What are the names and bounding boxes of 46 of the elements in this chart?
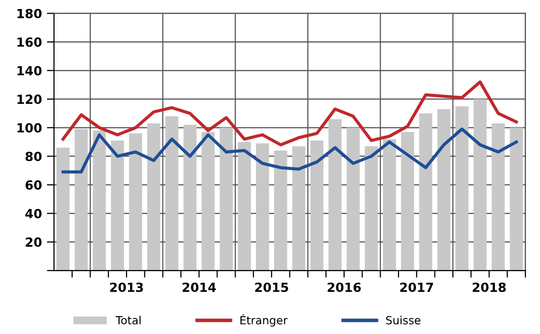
bar xyxy=(256,143,270,271)
bar xyxy=(382,139,396,271)
bar xyxy=(346,128,360,271)
y-tick-label: 120 xyxy=(18,94,42,104)
bar xyxy=(328,119,342,271)
bar xyxy=(220,128,233,271)
bar xyxy=(364,146,378,271)
bar xyxy=(437,109,450,271)
bar xyxy=(183,124,197,271)
bar xyxy=(165,116,178,271)
bar xyxy=(455,106,468,271)
bar xyxy=(110,140,124,271)
bar xyxy=(401,132,414,271)
y-tick-label: 80 xyxy=(26,152,42,162)
bar xyxy=(92,130,106,271)
bar xyxy=(56,148,70,271)
x-tick-label: 2013 xyxy=(110,282,143,292)
bar xyxy=(238,142,251,271)
y-tick-label: 160 xyxy=(18,37,42,47)
x-tick-label: 2016 xyxy=(328,282,361,292)
y-tick-label: 180 xyxy=(18,8,42,18)
bar xyxy=(310,140,324,271)
bar xyxy=(274,150,288,271)
y-tick-label: 20 xyxy=(26,237,42,247)
x-tick-label: 2018 xyxy=(472,282,506,292)
x-tick-label: 2017 xyxy=(400,282,434,292)
bar xyxy=(492,123,505,271)
bar xyxy=(74,129,88,271)
bar xyxy=(474,99,487,271)
y-tick-label: 140 xyxy=(18,66,42,76)
bar xyxy=(129,133,142,271)
x-tick-label: 2014 xyxy=(182,282,216,292)
x-tick-label: 2015 xyxy=(255,282,288,292)
line-series xyxy=(62,128,518,174)
bar xyxy=(419,113,432,271)
y-tick-label: 60 xyxy=(26,180,42,190)
y-tick-label: 100 xyxy=(18,123,42,133)
bar xyxy=(147,123,160,271)
line-series xyxy=(62,80,518,146)
y-tick-label: 40 xyxy=(25,208,42,218)
bar xyxy=(202,132,215,271)
legend-label: Total xyxy=(116,316,141,324)
bar xyxy=(510,128,523,271)
legend-label: Étranger xyxy=(240,314,288,327)
bar xyxy=(292,146,306,271)
legend-label: Suisse xyxy=(386,316,420,324)
